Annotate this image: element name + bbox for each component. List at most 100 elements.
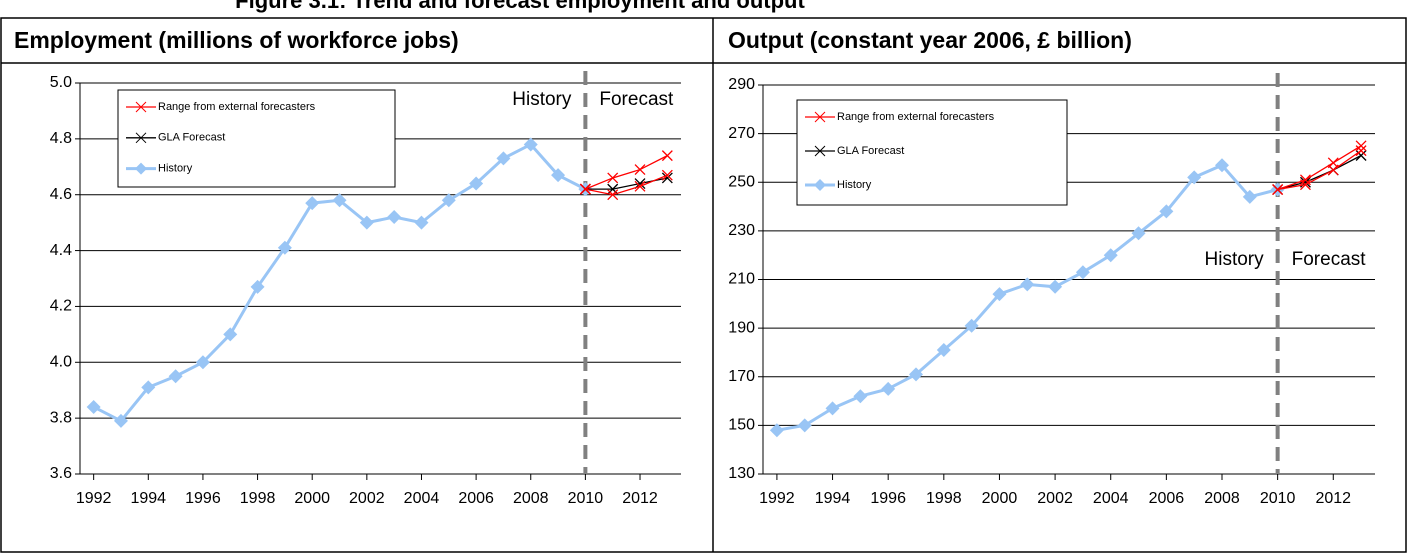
- frame: [0, 17, 1407, 553]
- y-tick-label: 4.0: [50, 354, 72, 371]
- y-tick-label: 250: [728, 173, 755, 190]
- point: [607, 183, 619, 195]
- point: [441, 193, 456, 208]
- x-tick-label: 1996: [870, 490, 906, 507]
- point: [634, 180, 646, 192]
- legend-label: Range from external forecasters: [158, 101, 316, 113]
- x-tick-label: 2012: [1315, 490, 1351, 507]
- series-line: [585, 174, 668, 196]
- y-tick-label: 4.6: [50, 186, 72, 203]
- point: [1020, 277, 1035, 292]
- point: [1215, 158, 1229, 173]
- point: [1355, 145, 1367, 157]
- annotation: History: [512, 89, 572, 110]
- point: [359, 215, 374, 230]
- x-tick-label: 2006: [1149, 490, 1185, 507]
- legend-label: History: [837, 179, 872, 191]
- point: [250, 279, 265, 294]
- point: [168, 369, 183, 384]
- y-tick-label: 4.4: [50, 242, 72, 259]
- x-tick-label: 1992: [759, 490, 795, 507]
- point: [277, 240, 292, 255]
- annotation: History: [1205, 249, 1265, 270]
- point: [1272, 184, 1284, 196]
- series-line: [1277, 154, 1362, 191]
- point: [769, 423, 784, 438]
- point: [1327, 164, 1339, 176]
- y-tick-label: 3.8: [50, 409, 72, 426]
- legend-marker: [814, 145, 826, 157]
- series-line: [1277, 145, 1362, 191]
- y-tick-label: 4.2: [50, 298, 72, 315]
- x-tick-label: 2004: [1093, 490, 1129, 507]
- y-tick-label: 5.0: [50, 74, 72, 91]
- x-tick-label: 2008: [1204, 490, 1240, 507]
- point: [825, 401, 840, 416]
- series-line: [1277, 150, 1362, 191]
- point: [579, 183, 591, 195]
- legend-marker: [814, 179, 826, 191]
- chart-title: Output (constant year 2006, £ billion): [728, 27, 1132, 53]
- chart-title: Employment (millions of workforce jobs): [14, 27, 459, 53]
- point: [305, 196, 320, 211]
- legend: [117, 89, 396, 188]
- point: [1103, 248, 1118, 263]
- x-tick-label: 2002: [349, 490, 385, 507]
- y-tick-label: 270: [728, 125, 755, 142]
- y-tick-label: 290: [728, 76, 755, 93]
- annotation: Forecast: [599, 89, 674, 110]
- legend-label: GLA Forecast: [837, 145, 904, 157]
- x-tick-label: 2008: [513, 490, 549, 507]
- x-tick-label: 2010: [1260, 490, 1296, 507]
- legend-marker: [135, 162, 147, 175]
- point: [496, 151, 511, 166]
- point: [1299, 179, 1311, 191]
- point: [936, 343, 951, 358]
- point: [1159, 204, 1174, 219]
- point: [1131, 226, 1146, 241]
- point: [1355, 150, 1367, 161]
- point: [1048, 279, 1063, 294]
- point: [1075, 265, 1090, 280]
- x-tick-label: 1996: [185, 490, 221, 507]
- x-tick-label: 2002: [1037, 490, 1073, 507]
- point: [661, 172, 673, 184]
- point: [661, 169, 673, 181]
- x-tick-label: 2006: [458, 490, 494, 507]
- point: [607, 189, 619, 201]
- x-tick-label: 2012: [622, 490, 658, 507]
- legend-label: Range from external forecasters: [837, 111, 995, 123]
- point: [523, 137, 538, 152]
- x-tick-label: 2000: [294, 490, 330, 507]
- y-tick-label: 3.6: [50, 465, 72, 482]
- point: [332, 193, 347, 208]
- x-tick-label: 1994: [130, 490, 166, 507]
- y-tick-label: 210: [728, 271, 755, 288]
- y-tick-label: 230: [728, 222, 755, 239]
- point: [992, 287, 1007, 302]
- point: [881, 381, 896, 396]
- x-tick-label: 2000: [982, 490, 1018, 507]
- point: [964, 318, 979, 333]
- point: [607, 172, 619, 184]
- series-line: [585, 155, 668, 190]
- y-tick-label: 170: [728, 368, 755, 385]
- x-tick-label: 1998: [926, 490, 962, 507]
- x-tick-label: 2010: [568, 490, 604, 507]
- point: [551, 168, 566, 183]
- point: [469, 176, 484, 191]
- x-tick-label: 1992: [76, 490, 112, 507]
- y-tick-label: 130: [728, 465, 755, 482]
- annotation: Forecast: [1292, 249, 1367, 270]
- figure-title: Figure 3.1: Trend and forecast employmen…: [235, 0, 805, 13]
- legend-label: GLA Forecast: [158, 132, 225, 144]
- legend-marker: [135, 101, 147, 113]
- y-tick-label: 150: [728, 417, 755, 434]
- x-tick-label: 1994: [815, 490, 851, 507]
- x-tick-label: 1998: [240, 490, 276, 507]
- point: [414, 215, 429, 230]
- point: [1242, 189, 1257, 204]
- point: [195, 355, 210, 370]
- point: [661, 150, 673, 162]
